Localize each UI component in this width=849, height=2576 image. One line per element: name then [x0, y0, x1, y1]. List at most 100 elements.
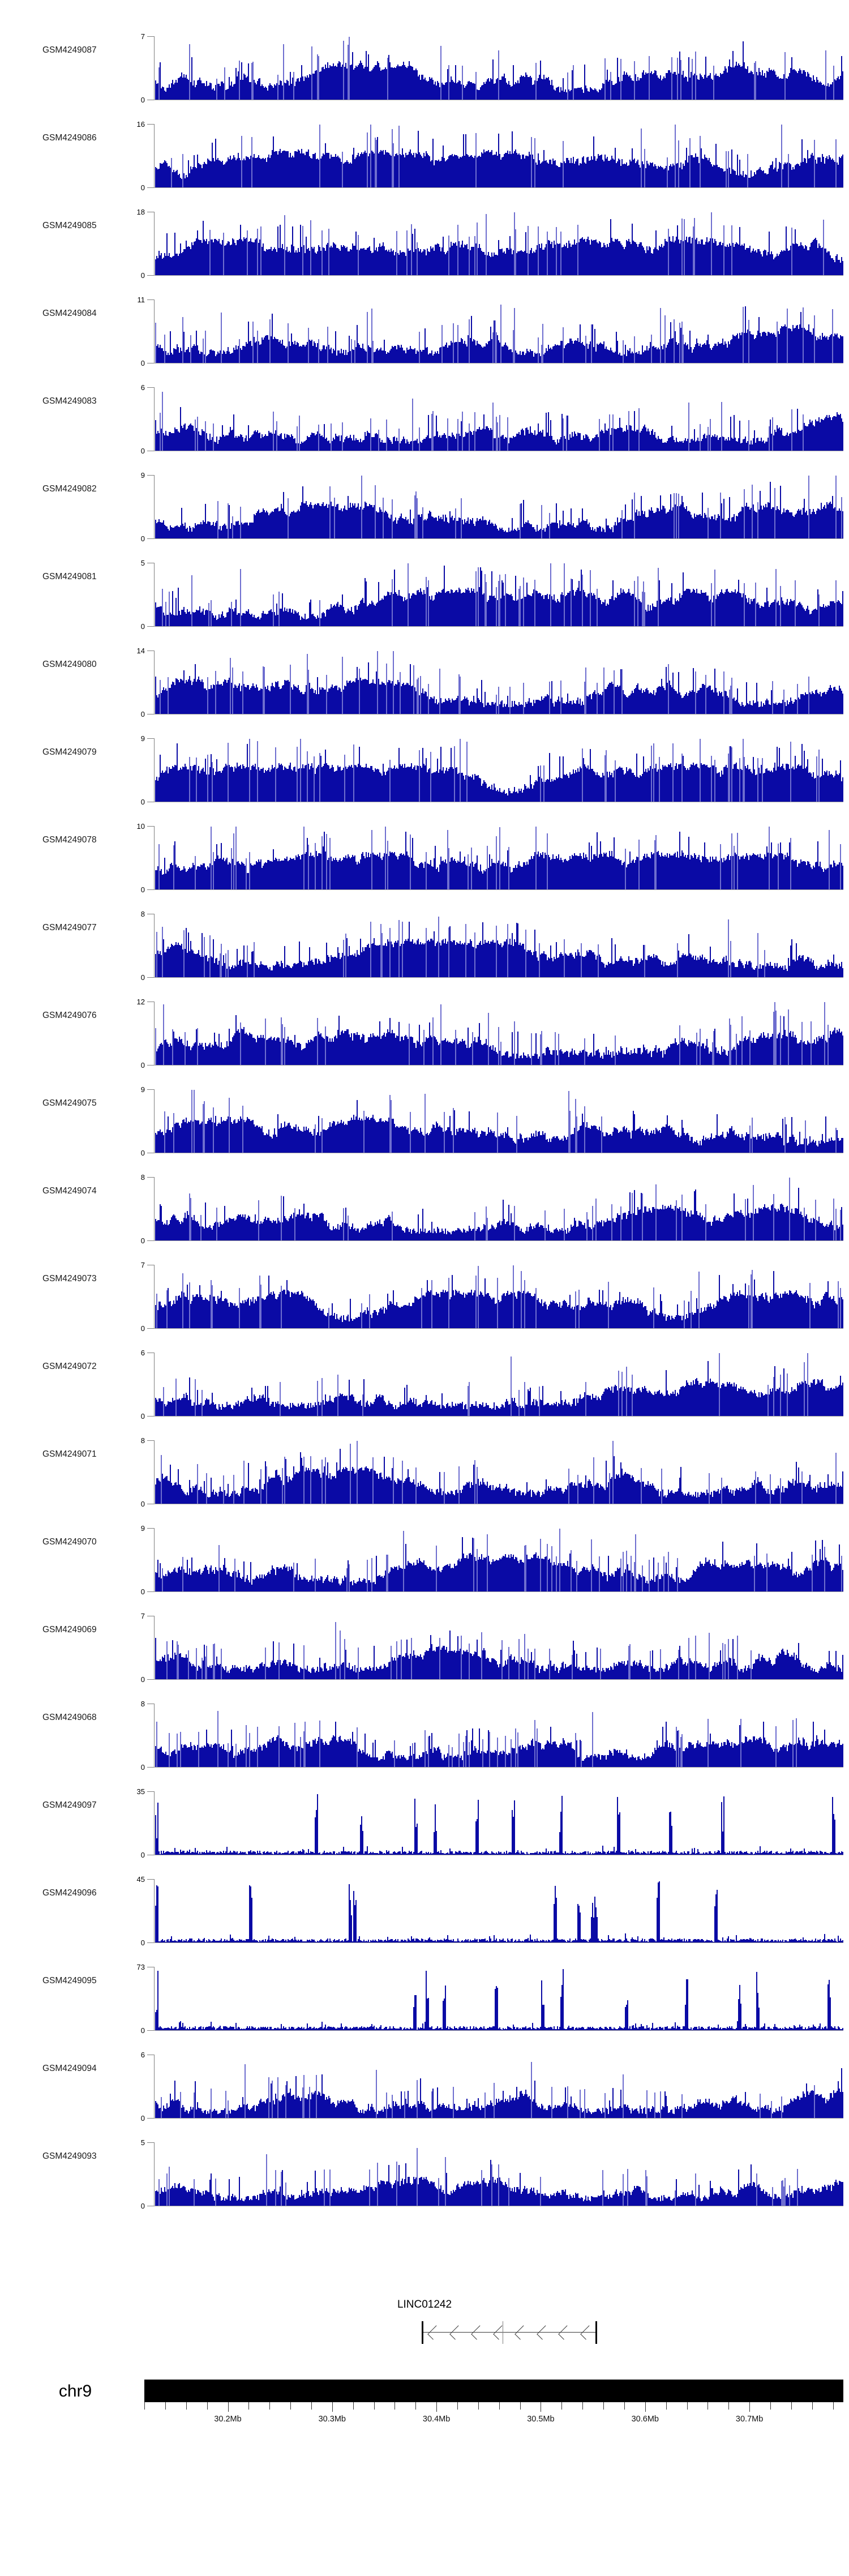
track-plot-area[interactable]: 35 0 — [154, 1791, 843, 1855]
y-axis-max-label: 35 — [137, 1788, 145, 1795]
y-axis-min-label: 0 — [141, 1676, 145, 1683]
coverage-track[interactable]: GSM4249073 7 0 — [0, 1244, 849, 1332]
coverage-track[interactable]: GSM4249086 16 0 — [0, 104, 849, 191]
coverage-track[interactable]: GSM4249068 8 0 — [0, 1683, 849, 1771]
track-baseline — [154, 889, 843, 890]
coverage-track[interactable]: GSM4249095 73 0 — [0, 1946, 849, 2034]
coverage-profile — [155, 1002, 843, 1065]
track-plot-area[interactable]: 73 0 — [154, 1967, 843, 2030]
coverage-track[interactable]: GSM4249072 6 0 — [0, 1332, 849, 1420]
coverage-track[interactable]: GSM4249074 8 0 — [0, 1157, 849, 1244]
track-plot-area[interactable]: 11 0 — [154, 299, 843, 363]
ruler-tick — [728, 2402, 729, 2410]
coverage-track[interactable]: GSM4249071 8 0 — [0, 1420, 849, 1508]
ruler-tick — [666, 2402, 667, 2410]
coverage-track[interactable]: GSM4249077 8 0 — [0, 893, 849, 981]
track-plot-area[interactable]: 10 0 — [154, 826, 843, 889]
y-axis-min-label: 0 — [141, 535, 145, 542]
coverage-track[interactable]: GSM4249094 6 0 — [0, 2034, 849, 2122]
track-plot-area[interactable]: 12 0 — [154, 1002, 843, 1065]
ruler-tick — [478, 2402, 479, 2410]
coverage-track[interactable]: GSM4249082 9 0 — [0, 455, 849, 542]
coverage-track[interactable]: GSM4249083 6 0 — [0, 367, 849, 455]
chromosome-ideogram-bar[interactable] — [144, 2380, 843, 2402]
coverage-track[interactable]: GSM4249076 12 0 — [0, 981, 849, 1069]
ruler-tick — [207, 2402, 208, 2410]
y-axis-tick-max: 11 — [147, 299, 154, 300]
coverage-track[interactable]: GSM4249087 7 0 — [0, 16, 849, 104]
coverage-profile — [155, 212, 843, 275]
track-sample-label: GSM4249078 — [42, 835, 144, 845]
y-axis-min-label: 0 — [141, 974, 145, 981]
coverage-track[interactable]: GSM4249096 45 0 — [0, 1859, 849, 1946]
coverage-track[interactable]: GSM4249084 11 0 — [0, 279, 849, 367]
y-axis-min-label: 0 — [141, 2202, 145, 2210]
ruler-label: 30.6Mb — [632, 2415, 659, 2424]
ruler-tick — [186, 2402, 187, 2410]
y-axis-tick-min: 0 — [147, 538, 154, 539]
y-axis-max-label: 9 — [141, 1086, 145, 1093]
y-axis-max-label: 5 — [141, 2139, 145, 2146]
coverage-track[interactable]: GSM4249097 35 0 — [0, 1771, 849, 1859]
coverage-profile — [155, 1177, 843, 1240]
coverage-track[interactable]: GSM4249069 7 0 — [0, 1595, 849, 1683]
ruler-tick — [624, 2402, 625, 2410]
track-plot-area[interactable]: 16 0 — [154, 124, 843, 187]
gene-annotation-track[interactable]: LINC01242 — [0, 2299, 849, 2361]
coverage-track[interactable]: GSM4249081 5 0 — [0, 542, 849, 630]
y-axis-tick-max: 5 — [147, 2142, 154, 2143]
ruler-tick — [228, 2402, 229, 2412]
coverage-track[interactable]: GSM4249079 9 0 — [0, 718, 849, 806]
coverage-profile — [155, 1440, 843, 1504]
gene-model[interactable] — [422, 2320, 597, 2345]
track-baseline — [154, 977, 843, 978]
ruler-tick — [582, 2402, 583, 2410]
track-plot-area[interactable]: 18 0 — [154, 212, 843, 275]
y-axis-tick-min: 0 — [147, 626, 154, 627]
coverage-track[interactable]: GSM4249078 10 0 — [0, 806, 849, 893]
ruler-tick — [833, 2402, 834, 2410]
coverage-track[interactable]: GSM4249085 18 0 — [0, 191, 849, 279]
ruler-label: 30.5Mb — [527, 2415, 554, 2424]
coverage-profile — [155, 651, 843, 714]
ruler-tick — [144, 2402, 145, 2410]
chromosome-ruler-track[interactable]: chr9 30.2Mb 30.3Mb 30.4Mb 30.5Mb 30.6Mb 30.7M… — [0, 2369, 849, 2466]
track-plot-area[interactable]: 14 0 — [154, 651, 843, 714]
track-baseline — [154, 2118, 843, 2119]
y-axis-tick-max: 16 — [147, 124, 154, 125]
y-axis-max-label: 8 — [141, 1700, 145, 1708]
track-baseline — [154, 1240, 843, 1241]
ruler-tick — [791, 2402, 792, 2410]
coverage-track[interactable]: GSM4249093 5 0 — [0, 2122, 849, 2210]
gene-direction-arrow-icon — [471, 2325, 485, 2339]
coverage-track[interactable]: GSM4249080 14 0 — [0, 630, 849, 718]
y-axis-min-label: 0 — [141, 2115, 145, 2122]
coverage-track[interactable]: GSM4249070 9 0 — [0, 1508, 849, 1595]
track-sample-label: GSM4249085 — [42, 221, 144, 231]
ruler-tick — [603, 2402, 604, 2410]
track-baseline — [154, 1679, 843, 1680]
coverage-track[interactable]: GSM4249075 9 0 — [0, 1069, 849, 1157]
y-axis-max-label: 12 — [137, 998, 145, 1005]
coverage-profile — [155, 387, 843, 451]
track-baseline — [154, 1942, 843, 1943]
track-plot-area[interactable]: 45 0 — [154, 1879, 843, 1942]
track-sample-label: GSM4249083 — [42, 396, 144, 406]
